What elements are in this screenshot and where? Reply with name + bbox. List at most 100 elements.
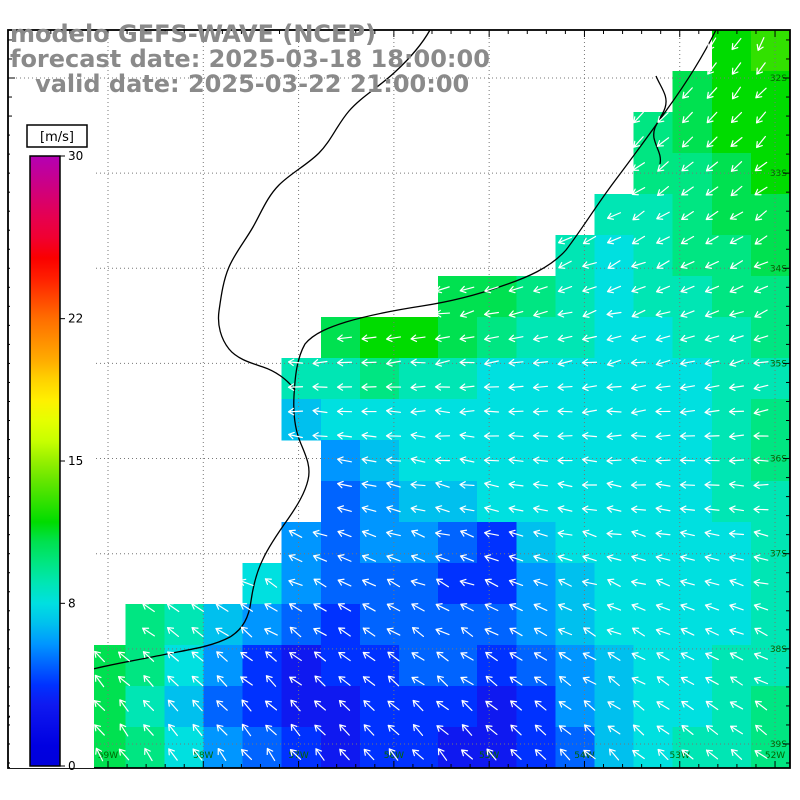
wind-arrow [680, 578, 695, 587]
wind-arrow [410, 554, 426, 562]
wind-arrow [240, 651, 253, 662]
wind-arrow [508, 383, 524, 391]
lat-label: 33S [770, 169, 787, 179]
wind-arrow [142, 627, 155, 637]
wind-arrow [705, 700, 719, 711]
wind-arrow [557, 334, 573, 343]
wind-arrow [484, 529, 499, 538]
wind-arrow [509, 676, 523, 686]
wind-arrows [45, 37, 769, 762]
wind-arrow [118, 748, 130, 761]
field-cell [672, 604, 713, 646]
wind-arrow [754, 186, 768, 196]
wind-arrow [385, 456, 402, 465]
wind-arrow [411, 603, 425, 612]
wind-arrow [582, 334, 597, 343]
wind-arrow [582, 603, 597, 611]
field-cell [594, 358, 635, 400]
wind-arrow [290, 699, 301, 712]
wind-arrow [338, 676, 351, 686]
field-cell [281, 604, 322, 646]
wind-arrow [314, 675, 326, 687]
field-cell [750, 522, 791, 564]
wind-arrow [679, 432, 696, 440]
field-cell [672, 686, 713, 728]
field-cell [672, 153, 713, 195]
field-cell [633, 399, 674, 441]
wind-arrow [680, 235, 695, 245]
wind-arrow [728, 480, 745, 489]
wind-arrow [508, 285, 524, 294]
field-cell [164, 686, 205, 728]
wind-arrow [656, 676, 670, 686]
wind-arrow [240, 748, 253, 761]
wind-arrow [459, 407, 475, 416]
lat-label: 34S [770, 264, 787, 274]
wind-arrow [705, 161, 719, 172]
coastline-path [7, 29, 717, 719]
wind-arrow [631, 383, 646, 392]
wind-arrow [339, 724, 350, 736]
wind-arrow [167, 699, 179, 712]
wind-arrow [287, 383, 304, 391]
wind-arrow [679, 456, 696, 465]
wind-arrow [680, 652, 695, 661]
wind-arrow [753, 676, 769, 685]
wind-arrow [729, 260, 744, 269]
field-cell [320, 604, 361, 646]
lon-label: 59W [98, 751, 118, 761]
field-cell [359, 604, 400, 646]
field-cell [438, 276, 478, 318]
wind-arrow [434, 407, 451, 415]
wind-arrow [706, 87, 718, 99]
wind-arrow [167, 675, 179, 687]
wind-arrow [461, 724, 473, 736]
wind-arrow [508, 407, 524, 416]
wind-arrow [264, 578, 278, 588]
wind-arrow [606, 285, 622, 294]
wind-arrow [680, 554, 695, 562]
wind-arrow [484, 603, 499, 612]
wind-arrow [655, 480, 671, 489]
wind-arrow [729, 359, 744, 367]
wind-arrow [753, 285, 769, 294]
field-cell [438, 481, 478, 523]
wind-arrow [656, 725, 670, 735]
wind-arrow [533, 505, 548, 513]
wind-arrow [483, 456, 500, 465]
wind-arrow [582, 285, 597, 294]
wind-arrow [117, 676, 131, 686]
field-cell [438, 604, 478, 646]
wind-arrow [265, 724, 277, 736]
wind-arrow [312, 432, 328, 440]
field-cell [750, 563, 791, 605]
wind-arrow [361, 480, 377, 489]
wind-arrow [583, 627, 596, 637]
wind-arrow [557, 456, 573, 465]
wind-arrow [386, 578, 401, 588]
wind-arrow [436, 675, 449, 687]
wind-arrow [533, 603, 548, 612]
wind-arrow [166, 626, 180, 638]
field-cell [477, 399, 517, 441]
wind-arrow [508, 578, 524, 587]
wind-arrow [608, 748, 620, 761]
map-frame [7, 29, 791, 769]
wind-arrow [729, 211, 744, 220]
wind-arrow [731, 62, 742, 75]
wind-arrow [607, 578, 621, 587]
lon-label: 53W [670, 751, 690, 761]
wind-arrow [410, 456, 426, 464]
wind-arrow [509, 652, 523, 661]
wind-arrow [582, 529, 597, 538]
field-cell [633, 153, 674, 195]
wind-arrow [655, 505, 671, 513]
wind-arrow [508, 358, 524, 367]
wind-arrow [606, 456, 622, 465]
wind-arrow [93, 700, 106, 711]
wind-arrow [387, 700, 400, 711]
wind-arrow [313, 578, 327, 588]
wind-arrow [558, 260, 572, 269]
wind-arrow [459, 383, 475, 391]
